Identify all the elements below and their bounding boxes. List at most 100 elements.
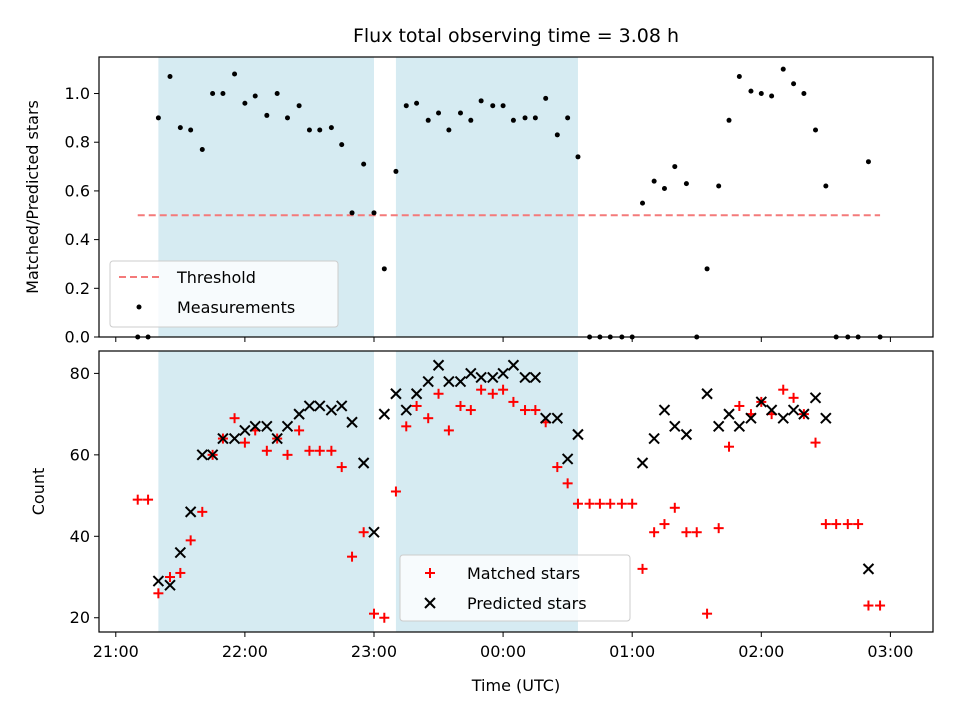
measurement-point (565, 115, 571, 121)
matched-star-point (649, 527, 660, 538)
bottom-y-tick-label: 20 (70, 608, 90, 627)
matched-star-point (185, 535, 196, 546)
matched-star-point (637, 563, 648, 574)
bottom-y-ticks: 20 40 60 80 (70, 364, 99, 627)
matched-star-point (197, 506, 208, 517)
measurement-points (135, 66, 883, 340)
measurement-point (478, 98, 484, 104)
top-legend-box (109, 260, 339, 328)
x-tick-label: 21:00 (93, 642, 139, 661)
matched-star-point (379, 612, 390, 623)
matched-stars-points (132, 384, 886, 623)
measurement-point (468, 117, 474, 123)
matched-star-point (778, 384, 789, 395)
measurement-point (748, 88, 754, 94)
measurement-point (801, 91, 807, 97)
matched-star-point (724, 441, 735, 452)
measurement-point (672, 164, 678, 170)
matched-star-point (584, 498, 595, 509)
predicted-star-point (765, 404, 778, 416)
bottom-x-ticks: 21:00 22:00 23:00 00:00 01:00 02:00 03:00 (93, 632, 913, 661)
predicted-star-point (572, 428, 584, 441)
predicted-star-point (325, 404, 338, 416)
measurement-point (210, 91, 216, 97)
matched-star-point (153, 588, 164, 599)
measurement-point (306, 127, 312, 133)
predicted-star-point (539, 412, 552, 424)
matched-star-point (508, 396, 519, 407)
predicted-star-point (723, 408, 735, 420)
top-x-ticks (115, 337, 891, 342)
matched-star-point (401, 421, 412, 432)
matched-star-point (831, 519, 842, 530)
matched-star-point (487, 388, 498, 399)
measurement-point (284, 115, 290, 121)
measurement-point (371, 210, 377, 216)
measurement-point (317, 127, 323, 133)
chart-title: Flux total observing time = 3.08 h (353, 25, 679, 47)
bottom-legend-box (399, 554, 631, 622)
predicted-star-point (777, 412, 789, 424)
matched-star-point (294, 425, 305, 436)
predicted-star-point (400, 404, 412, 416)
threshold-legend-label: Threshold (176, 268, 256, 287)
predicted-star-point (164, 579, 176, 591)
matched-star-point (520, 405, 531, 416)
measurement-point (726, 117, 732, 123)
measurement-point (522, 115, 528, 121)
predicted-stars-points (152, 359, 875, 591)
top-y-tick-label: 0.4 (65, 230, 90, 249)
bottom-panel-counts: 20 40 60 80 21:00 22:00 23:00 00:00 01:00 02:00 0… (29, 350, 934, 695)
measurement-point (758, 91, 764, 97)
matched-star-point (465, 405, 476, 416)
matched-star-point (713, 523, 724, 534)
top-y-tick-label: 0.8 (65, 133, 90, 152)
measurement-point (532, 115, 538, 121)
predicted-star-point (249, 420, 261, 433)
predicted-star-point (475, 371, 487, 384)
measurement-point (296, 103, 302, 109)
bottom-y-tick-label: 60 (70, 445, 90, 464)
bottom-y-tick-label: 80 (70, 364, 90, 383)
measurement-point (736, 73, 742, 79)
predicted-star-point (357, 457, 370, 469)
predicted-star-point (551, 412, 564, 424)
matched-star-point (368, 608, 379, 619)
predicted-star-point (293, 408, 305, 420)
matched-star-point (616, 498, 627, 509)
measurements-legend-swatch (136, 304, 142, 310)
matched-star-point (239, 437, 250, 448)
predicted-star-point (497, 367, 509, 380)
measurement-point (640, 200, 646, 206)
matched-star-point (853, 519, 864, 530)
matched-star-point (681, 527, 692, 538)
matched-star-point (875, 600, 886, 611)
matched-star-point (627, 498, 638, 509)
predicted-star-point (862, 563, 875, 575)
predicted-star-point (390, 388, 402, 400)
top-y-ticks: 0.0 0.2 0.4 0.6 0.8 1.0 (65, 84, 99, 347)
measurement-point (274, 91, 280, 97)
matched-star-point (143, 494, 154, 505)
matched-star-point (734, 400, 745, 411)
measurement-point (436, 110, 442, 116)
top-axes-frame (98, 56, 934, 338)
predicted-stars-legend-label: Predicted stars (467, 594, 587, 613)
predicted-stars-legend-swatch (424, 597, 436, 609)
measurement-point (554, 132, 560, 138)
predicted-star-point (368, 526, 380, 538)
measurement-point (349, 210, 355, 216)
measurement-point (339, 142, 345, 148)
matched-star-point (810, 437, 821, 448)
matched-star-point (530, 405, 541, 416)
matched-star-point (552, 462, 563, 473)
predicted-star-point (196, 449, 208, 461)
predicted-star-point (745, 412, 757, 424)
predicted-star-point (410, 388, 423, 400)
predicted-star-point (798, 408, 810, 420)
top-panel-ratio: 0.0 0.2 0.4 0.6 0.8 1.0 Matched/Predicted sta… (23, 56, 934, 347)
matched-star-point (390, 486, 401, 497)
matched-star-point (423, 413, 434, 424)
matched-star-point (443, 425, 454, 436)
predicted-star-point (787, 404, 800, 416)
